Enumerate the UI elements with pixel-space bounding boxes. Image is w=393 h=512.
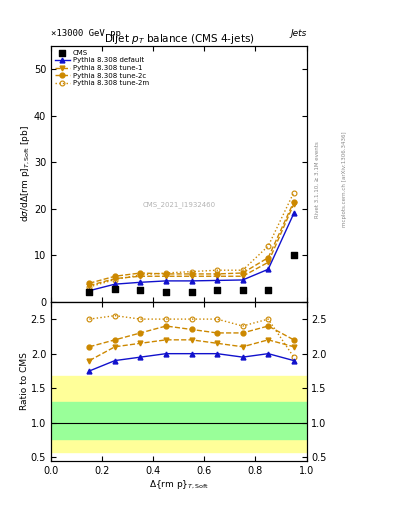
Pythia 8.308 tune-2c: [87, 280, 92, 286]
Text: Jets: Jets: [290, 29, 307, 38]
Pythia 8.308 default: [266, 266, 271, 272]
Pythia 8.308 tune-2c: [113, 273, 118, 280]
Pythia 8.308 tune-2c: [215, 271, 220, 277]
Pythia 8.308 tune-2c: [292, 199, 296, 205]
X-axis label: $\Delta${rm p}$_{T,\rm Soft}$: $\Delta${rm p}$_{T,\rm Soft}$: [149, 478, 209, 491]
Pythia 8.308 tune-1: [138, 273, 143, 280]
Pythia 8.308 tune-1: [215, 273, 220, 280]
CMS: [291, 251, 297, 260]
Bar: [51, 376, 307, 452]
Pythia 8.308 tune-1: [292, 201, 296, 207]
Pythia 8.308 tune-1: [113, 275, 118, 282]
Pythia 8.308 tune-2c: [189, 271, 194, 277]
CMS: [189, 288, 195, 296]
Bar: [51, 402, 307, 439]
Pythia 8.308 tune-2m: [164, 270, 169, 276]
Pythia 8.308 tune-2m: [266, 243, 271, 249]
CMS: [112, 285, 118, 293]
Line: Pythia 8.308 tune-1: Pythia 8.308 tune-1: [87, 202, 296, 288]
Pythia 8.308 default: [189, 278, 194, 284]
Pythia 8.308 tune-1: [241, 273, 245, 280]
Pythia 8.308 tune-1: [164, 273, 169, 280]
Line: Pythia 8.308 tune-2c: Pythia 8.308 tune-2c: [87, 199, 296, 286]
Pythia 8.308 tune-2m: [113, 276, 118, 283]
Pythia 8.308 default: [138, 279, 143, 285]
CMS: [86, 288, 93, 296]
Y-axis label: Ratio to CMS: Ratio to CMS: [20, 352, 29, 410]
Pythia 8.308 tune-2m: [189, 268, 194, 274]
Pythia 8.308 default: [215, 278, 220, 284]
Pythia 8.308 tune-2m: [138, 272, 143, 278]
Pythia 8.308 tune-1: [266, 259, 271, 265]
CMS: [265, 286, 272, 294]
Pythia 8.308 tune-2c: [138, 270, 143, 276]
Pythia 8.308 default: [164, 278, 169, 284]
Pythia 8.308 tune-2c: [266, 254, 271, 261]
CMS: [214, 286, 220, 294]
CMS: [138, 286, 144, 294]
Y-axis label: d$\sigma$/d$\Delta$[rm p]$_{T,\rm Soft}$ [pb]: d$\sigma$/d$\Delta$[rm p]$_{T,\rm Soft}$…: [20, 125, 33, 222]
Pythia 8.308 default: [113, 281, 118, 287]
Pythia 8.308 tune-2m: [87, 284, 92, 290]
Text: CMS_2021_I1932460: CMS_2021_I1932460: [142, 201, 215, 208]
Text: ×13000 GeV pp: ×13000 GeV pp: [51, 29, 121, 38]
CMS: [240, 286, 246, 294]
Pythia 8.308 default: [292, 210, 296, 217]
Pythia 8.308 tune-2c: [241, 270, 245, 276]
CMS: [163, 288, 169, 296]
Pythia 8.308 tune-2m: [241, 267, 245, 273]
Pythia 8.308 default: [87, 288, 92, 294]
Pythia 8.308 tune-2m: [292, 189, 296, 196]
Text: mcplots.cern.ch [arXiv:1306.3436]: mcplots.cern.ch [arXiv:1306.3436]: [342, 132, 347, 227]
Pythia 8.308 tune-2m: [215, 267, 220, 273]
Pythia 8.308 default: [241, 277, 245, 283]
Pythia 8.308 tune-2c: [164, 271, 169, 277]
Line: Pythia 8.308 default: Pythia 8.308 default: [87, 211, 296, 293]
Pythia 8.308 tune-1: [189, 273, 194, 280]
Text: Rivet 3.1.10, ≥ 3.1M events: Rivet 3.1.10, ≥ 3.1M events: [314, 141, 320, 218]
Legend: CMS, Pythia 8.308 default, Pythia 8.308 tune-1, Pythia 8.308 tune-2c, Pythia 8.3: CMS, Pythia 8.308 default, Pythia 8.308 …: [53, 48, 150, 88]
Pythia 8.308 tune-1: [87, 283, 92, 289]
Line: Pythia 8.308 tune-2m: Pythia 8.308 tune-2m: [87, 190, 296, 289]
Title: Dijet $p_T$ balance (CMS 4-jets): Dijet $p_T$ balance (CMS 4-jets): [103, 32, 254, 46]
